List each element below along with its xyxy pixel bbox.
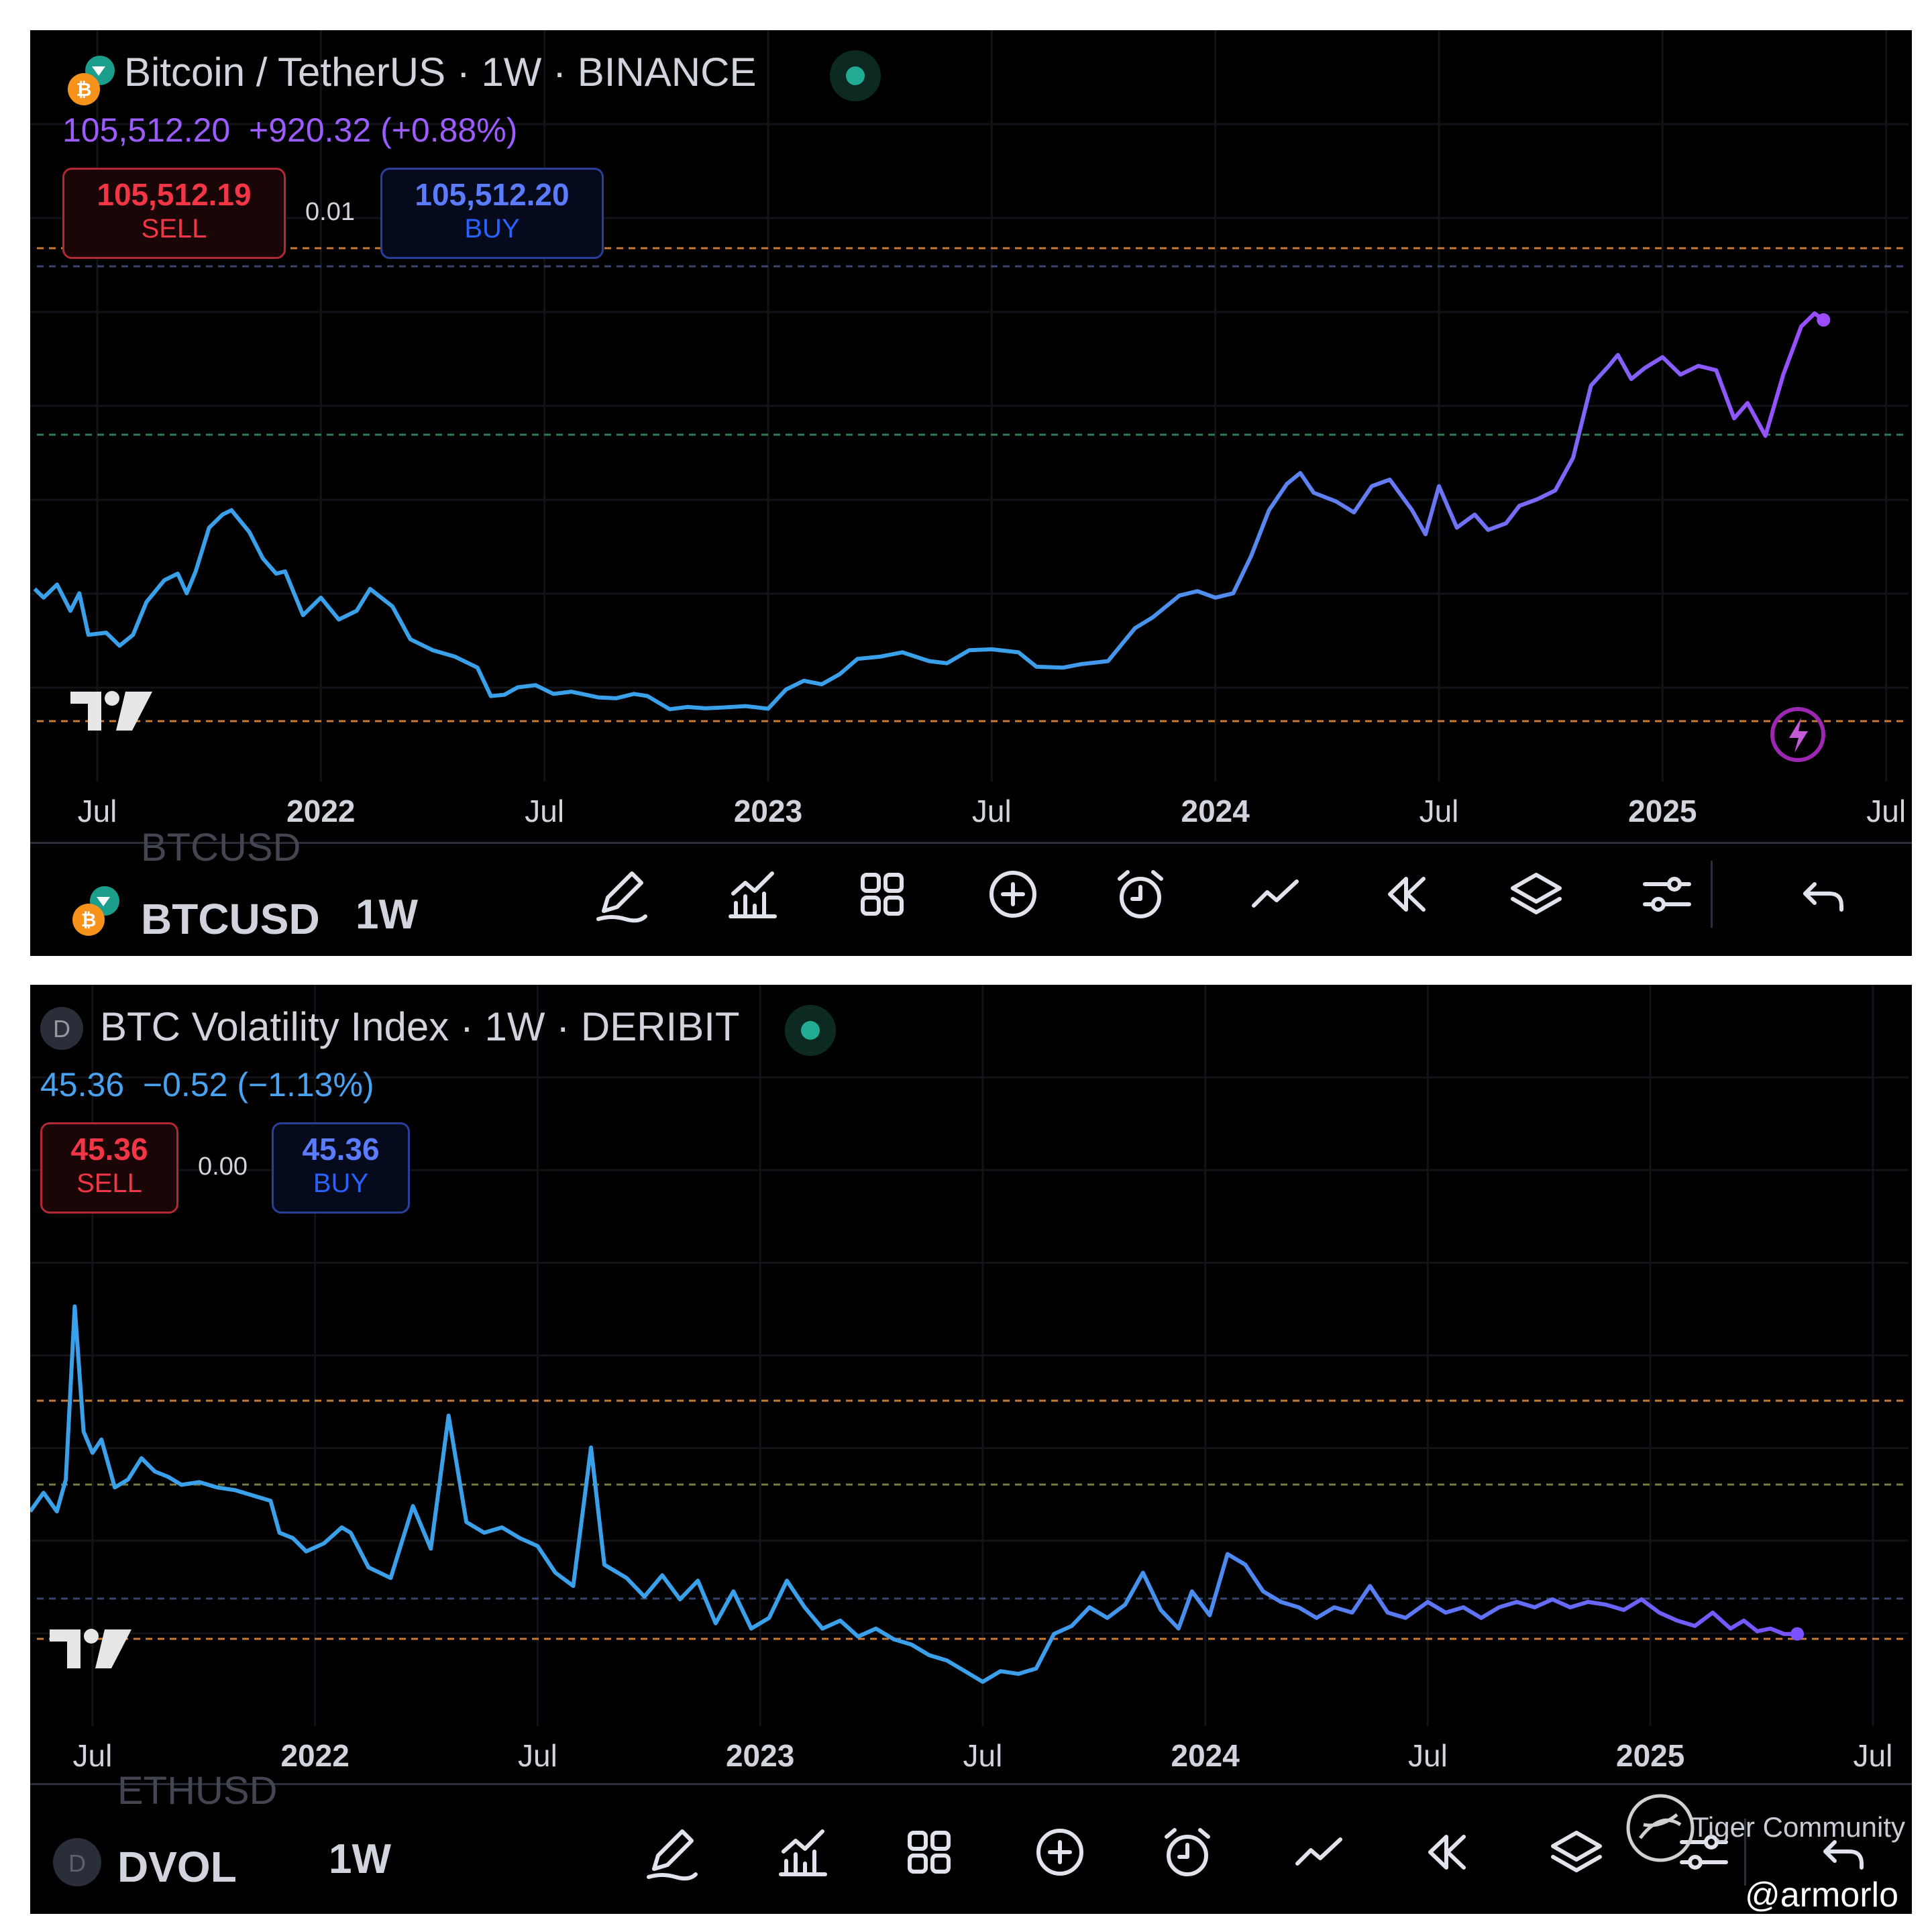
chart-title: BTC Volatility Index · 1W · DERIBIT — [100, 1004, 740, 1049]
price-change: −0.52 (−1.13%) — [142, 1066, 374, 1104]
buy-button[interactable]: 105,512.20 BUY — [380, 168, 604, 259]
pencil-icon[interactable] — [590, 864, 651, 924]
chart-title: Bitcoin / TetherUS · 1W · BINANCE — [124, 50, 757, 95]
last-value-marker — [1790, 1627, 1805, 1641]
last-price: 105,512.20 — [62, 111, 231, 149]
undo-icon[interactable] — [1794, 864, 1855, 924]
x-tick-label: Jul — [525, 794, 564, 828]
x-tick-label: 2025 — [1628, 794, 1697, 828]
toolbar-separator — [1711, 861, 1713, 928]
flash-icon[interactable] — [1768, 704, 1828, 765]
sell-price: 45.36 — [70, 1132, 148, 1167]
x-tick-label: Jul — [78, 794, 117, 828]
layers-icon[interactable] — [1546, 1822, 1607, 1882]
last-price-quote: 45.36 −0.52 (−1.13%) — [40, 1065, 374, 1104]
spread-value: 0.00 — [198, 1152, 248, 1181]
price-series-line — [33, 311, 1825, 712]
buy-price: 45.36 — [302, 1132, 380, 1167]
grid-icon[interactable] — [852, 864, 912, 924]
x-tick-label: 2022 — [286, 794, 355, 828]
symbol-badge: D — [68, 1849, 86, 1877]
sell-button[interactable]: 105,512.19 SELL — [62, 168, 286, 259]
rewind-icon[interactable] — [1415, 1822, 1476, 1882]
x-tick-label: Jul — [72, 1738, 112, 1773]
btcusdt-chart-panel: Jul 2022 Jul 2023 Jul 2024 Jul 2025 Jul ₿ Bitcoi… — [30, 30, 1912, 956]
buy-label: BUY — [464, 214, 520, 244]
x-tick-label: Jul — [518, 1738, 557, 1773]
chart-bars-icon[interactable] — [721, 864, 782, 924]
toolbar-separator — [1744, 1819, 1746, 1886]
svg-text:D: D — [53, 1015, 70, 1042]
sliders-icon[interactable] — [1674, 1822, 1734, 1882]
community-watermark: Tiger Community — [1691, 1811, 1905, 1843]
btcusdt-price-chart[interactable]: Jul 2022 Jul 2023 Jul 2024 Jul 2025 Jul — [30, 30, 1912, 842]
x-tick-label: Jul — [972, 794, 1012, 828]
sell-label: SELL — [76, 1169, 142, 1198]
x-tick-label: 2023 — [734, 794, 802, 828]
grid-lines — [30, 30, 1909, 782]
alarm-icon[interactable] — [1157, 1822, 1218, 1882]
previous-symbol-ghost: ETHUSD — [117, 1769, 278, 1813]
market-status-dot — [830, 50, 881, 101]
symbol-name[interactable]: BTCUSD — [141, 895, 320, 943]
alarm-icon[interactable] — [1110, 864, 1171, 924]
last-price: 45.36 — [40, 1066, 125, 1104]
dvol-chart-panel: Jul 2022 Jul 2023 Jul 2024 Jul 2025 Jul D BTC Vo… — [30, 985, 1912, 1914]
x-tick-label: 2024 — [1171, 1738, 1240, 1773]
bitcoin-symbol-icon: ₿ — [72, 886, 119, 936]
x-tick-label: Jul — [1419, 794, 1459, 828]
x-tick-label: Jul — [1866, 794, 1906, 828]
plus-circle-icon[interactable] — [983, 864, 1043, 924]
grid-icon[interactable] — [899, 1822, 959, 1882]
grid-lines — [30, 985, 1909, 1726]
x-tick-label: Jul — [1854, 1738, 1893, 1773]
previous-symbol-ghost: BTCUSD — [141, 826, 301, 869]
line-icon[interactable] — [1244, 864, 1305, 924]
sell-label: SELL — [141, 214, 207, 244]
sliders-icon[interactable] — [1637, 864, 1697, 924]
bottom-toolbar: BTCUSD ₿ BTCUSD 1W — [30, 826, 1912, 956]
buy-label: BUY — [313, 1169, 369, 1198]
buy-price: 105,512.20 — [415, 177, 570, 212]
spread-value: 0.01 — [305, 198, 355, 226]
bottom-toolbar: ETHUSD D DVOL 1W — [30, 1769, 1912, 1914]
bitcoin-logo-icon: ₿ — [68, 56, 115, 105]
dvol-index-chart[interactable]: Jul 2022 Jul 2023 Jul 2024 Jul 2025 Jul — [30, 985, 1912, 1790]
layers-icon[interactable] — [1506, 864, 1566, 924]
price-change: +920.32 (+0.88%) — [249, 111, 518, 149]
last-value-marker — [1817, 313, 1831, 327]
svg-text:₿: ₿ — [81, 910, 97, 930]
deribit-symbol-icon: D — [53, 1838, 101, 1886]
sell-button[interactable]: 45.36 SELL — [40, 1122, 178, 1214]
x-tick-label: 2023 — [726, 1738, 794, 1773]
deribit-logo-icon: D — [40, 1007, 83, 1050]
x-tick-label: Jul — [963, 1738, 1002, 1773]
x-tick-label: Jul — [1408, 1738, 1448, 1773]
tradingview-logo — [50, 1629, 131, 1668]
x-tick-label: 2025 — [1616, 1738, 1684, 1773]
chart-bars-icon[interactable] — [771, 1822, 832, 1882]
buy-button[interactable]: 45.36 BUY — [272, 1122, 410, 1214]
author-handle: @armorlo — [1744, 1876, 1898, 1915]
timeframe-selector[interactable]: 1W — [329, 1836, 391, 1882]
plus-circle-icon[interactable] — [1030, 1822, 1090, 1882]
market-status-dot — [785, 1005, 836, 1056]
svg-text:₿: ₿ — [76, 79, 92, 100]
line-icon[interactable] — [1288, 1822, 1348, 1882]
price-series-line — [30, 1304, 1798, 1684]
pencil-icon[interactable] — [641, 1822, 701, 1882]
last-price-quote: 105,512.20 +920.32 (+0.88%) — [62, 111, 517, 150]
x-tick-label: 2024 — [1181, 794, 1250, 828]
x-tick-label: 2022 — [280, 1738, 349, 1773]
symbol-name[interactable]: DVOL — [117, 1843, 237, 1891]
rewind-icon[interactable] — [1375, 864, 1436, 924]
timeframe-selector[interactable]: 1W — [356, 892, 418, 938]
tradingview-logo — [70, 691, 152, 731]
undo-icon[interactable] — [1815, 1822, 1875, 1882]
tiger-community-logo-icon — [1626, 1794, 1695, 1862]
sell-price: 105,512.19 — [97, 177, 252, 212]
